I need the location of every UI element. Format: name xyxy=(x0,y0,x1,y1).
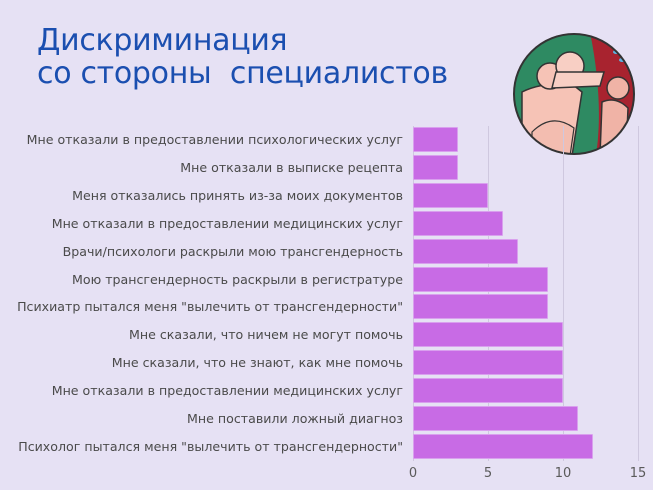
bar xyxy=(413,210,503,236)
category-label: Мне сказали, что ничем не могут помочь xyxy=(129,327,403,343)
category-label: Мне отказали в предоставлении медицински… xyxy=(51,215,403,231)
bar xyxy=(413,433,593,459)
bar xyxy=(413,127,458,152)
category-label: Психиатр пытался меня "вылечить от транс… xyxy=(17,299,403,315)
category-label: Мне отказали в предоставлении психологич… xyxy=(26,132,403,147)
bar xyxy=(413,350,563,376)
category-label: Мне отказали в предоставлении медицински… xyxy=(51,383,403,399)
bar xyxy=(413,378,563,404)
page-title: Дискриминация со стороны специалистов xyxy=(37,23,448,91)
bar xyxy=(413,322,563,348)
bar xyxy=(413,154,458,180)
gridline-0 xyxy=(413,126,414,461)
category-label: Мою трансгендерность раскрыли в регистра… xyxy=(72,271,403,287)
category-label: Врачи/психологи раскрыли мою трансгендер… xyxy=(62,243,403,259)
gridline-15 xyxy=(638,126,639,461)
people-hugging-illustration xyxy=(513,33,635,155)
bar xyxy=(413,406,578,431)
gridline-10 xyxy=(563,126,564,461)
category-label: Мне поставили ложный диагноз xyxy=(187,411,403,426)
category-label: Меня отказались принять из-за моих докум… xyxy=(72,187,403,203)
category-label: Мне отказали в выписке рецепта xyxy=(180,159,403,175)
bar xyxy=(413,182,488,208)
category-label: Мне сказали, что не знают, как мне помоч… xyxy=(111,355,403,371)
x-tick: 10 xyxy=(554,466,572,481)
bar xyxy=(413,266,548,292)
category-label: Психолог пытался меня "вылечить от транс… xyxy=(18,438,403,454)
x-tick: 15 xyxy=(629,466,647,481)
bar xyxy=(413,238,518,264)
x-tick: 5 xyxy=(483,466,493,481)
x-tick: 0 xyxy=(408,466,418,481)
bar xyxy=(413,294,548,320)
gridline-5 xyxy=(488,126,489,461)
